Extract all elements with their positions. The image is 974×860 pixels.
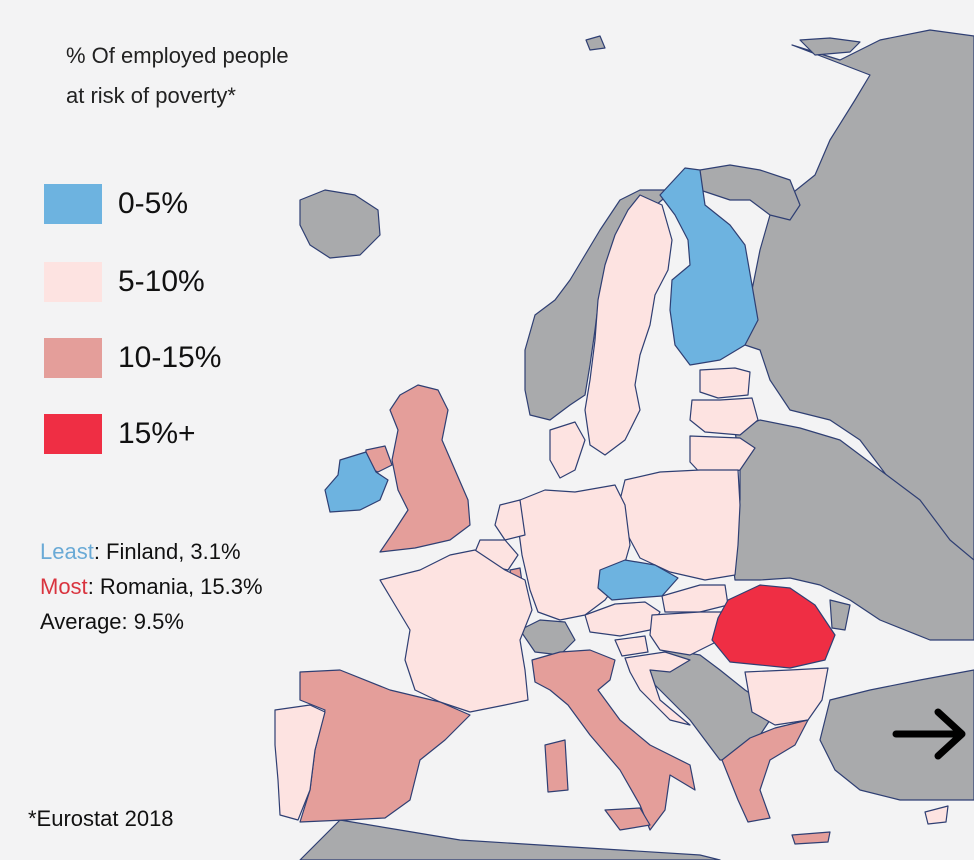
arctic-island [799, 37, 861, 56]
legend-label-0-5: 0-5% [118, 187, 189, 220]
country-slovenia [614, 635, 649, 657]
stats-panel: Least: Finland, 3.1% Most: Romania, 15.3… [40, 534, 263, 639]
country-ireland [324, 451, 389, 513]
legend-label-10-15: 10-15% [118, 341, 222, 374]
country-finland [659, 167, 759, 366]
legend-swatch-10-15 [44, 338, 102, 378]
legend-label-5-10: 5-10% [118, 265, 205, 298]
map-title: % Of employed people at risk of poverty* [66, 43, 289, 108]
switzerland [519, 619, 576, 656]
country-italy [531, 649, 696, 831]
iceland [299, 189, 381, 259]
country-sweden [584, 194, 673, 456]
country-estonia [699, 367, 751, 399]
country-bulgaria [744, 667, 829, 726]
country-lithuania [689, 435, 756, 479]
legend-item-0-5: 0-5% [44, 184, 294, 224]
stat-most: Most: Romania, 15.3% [40, 569, 263, 604]
stat-average: Average: 9.5% [40, 609, 184, 634]
stat-least: Least: Finland, 3.1% [40, 534, 263, 569]
country-france [379, 549, 533, 713]
country-cyprus [924, 805, 949, 825]
moldova [829, 599, 851, 631]
legend-swatch-5-10 [44, 262, 102, 302]
country-united-kingdom [379, 384, 471, 553]
legend-item-10-15: 10-15% [44, 338, 294, 378]
country-portugal [274, 704, 326, 821]
country-slovakia [661, 584, 729, 613]
legend-label-15-plus: 15%+ [118, 417, 196, 450]
country-greece [721, 719, 809, 823]
country-netherlands [494, 499, 526, 541]
least-value: : Finland, 3.1% [93, 539, 241, 564]
country-hungary [649, 611, 726, 656]
country-greece-crete [791, 831, 831, 845]
north-africa [299, 819, 721, 860]
source-note: *Eurostat 2018 [28, 806, 174, 831]
least-label: Least [40, 539, 94, 564]
legend-item-15-plus: 15%+ [44, 414, 294, 454]
country-italy-sicily [604, 807, 651, 831]
country-croatia [624, 651, 691, 726]
arrow-right-icon[interactable] [892, 706, 970, 762]
eu-countries [274, 167, 949, 845]
country-latvia [689, 397, 759, 436]
legend-swatch-0-5 [44, 184, 102, 224]
most-label: Most [40, 574, 88, 599]
country-italy-sardinia [544, 739, 569, 793]
country-romania [711, 584, 836, 669]
country-denmark [549, 421, 586, 479]
svalbard [585, 35, 606, 51]
legend-item-5-10: 5-10% [44, 262, 294, 302]
russia-east [744, 29, 974, 561]
legend-swatch-15-plus [44, 414, 102, 454]
most-value: : Romania, 15.3% [87, 574, 263, 599]
